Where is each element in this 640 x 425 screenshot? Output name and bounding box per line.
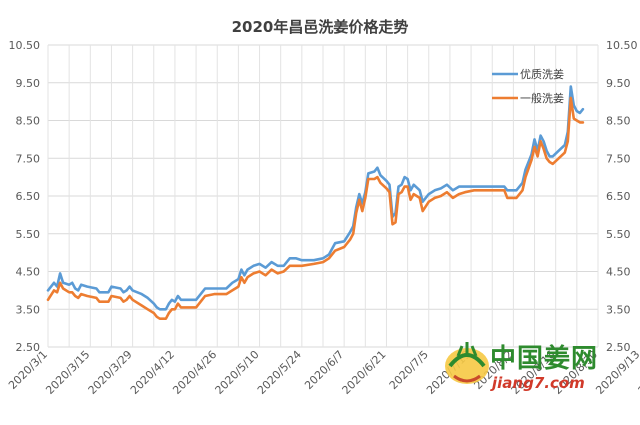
x-tick-label: 2020/4/26: [170, 348, 219, 397]
y-tick-label-right: 7.50: [606, 152, 631, 165]
series-line-0: [46, 85, 585, 311]
x-tick-label: 2020/5/10: [213, 348, 262, 397]
watermark-url: jiang7.com: [492, 374, 585, 392]
y-tick-label-left: 8.50: [16, 115, 41, 128]
y-tick-label-left: 3.50: [16, 303, 41, 316]
y-tick-label-left: 4.50: [16, 266, 41, 279]
y-tick-label-left: 5.50: [16, 228, 41, 241]
x-tick-label: 2020/5/24: [255, 348, 304, 397]
y-tick-label-right: 9.50: [606, 77, 631, 90]
watermark: 中国姜网 jiang7.com: [440, 330, 620, 410]
legend-label: 优质洗姜: [520, 67, 564, 81]
x-tick-label: 2020/6/21: [340, 348, 389, 397]
y-tick-label-left: 2.50: [16, 341, 41, 354]
watermark-brand: 中国姜网: [490, 344, 599, 374]
y-tick-label-right: 8.50: [606, 115, 631, 128]
y-tick-label-left: 10.50: [9, 39, 41, 52]
legend-label: 一般洗姜: [520, 91, 564, 105]
ginger-logo-icon: [445, 342, 489, 384]
y-tick-label-right: 2.50: [606, 341, 631, 354]
x-tick-label: 2020/4/12: [128, 348, 177, 397]
y-tick-label-left: 7.50: [16, 152, 41, 165]
y-tick-label-left: 9.50: [16, 77, 41, 90]
y-tick-label-left: 6.50: [16, 190, 41, 203]
x-tick-label: 2020/6/7: [302, 348, 346, 392]
x-tick-label: 2020/3/1: [6, 348, 50, 392]
x-tick-label: 2020/7/5: [387, 348, 431, 392]
x-tick-label: 2020/3/15: [43, 348, 92, 397]
x-tick-label: 2020/3/29: [86, 348, 135, 397]
chart-title: 2020年昌邑洗姜价格走势: [231, 18, 409, 36]
y-tick-label-right: 6.50: [606, 190, 631, 203]
y-tick-label-right: 4.50: [606, 266, 631, 279]
y-tick-label-right: 10.50: [606, 39, 638, 52]
y-tick-label-right: 5.50: [606, 228, 631, 241]
y-tick-label-right: 3.50: [606, 303, 631, 316]
series-line-1: [46, 96, 585, 321]
